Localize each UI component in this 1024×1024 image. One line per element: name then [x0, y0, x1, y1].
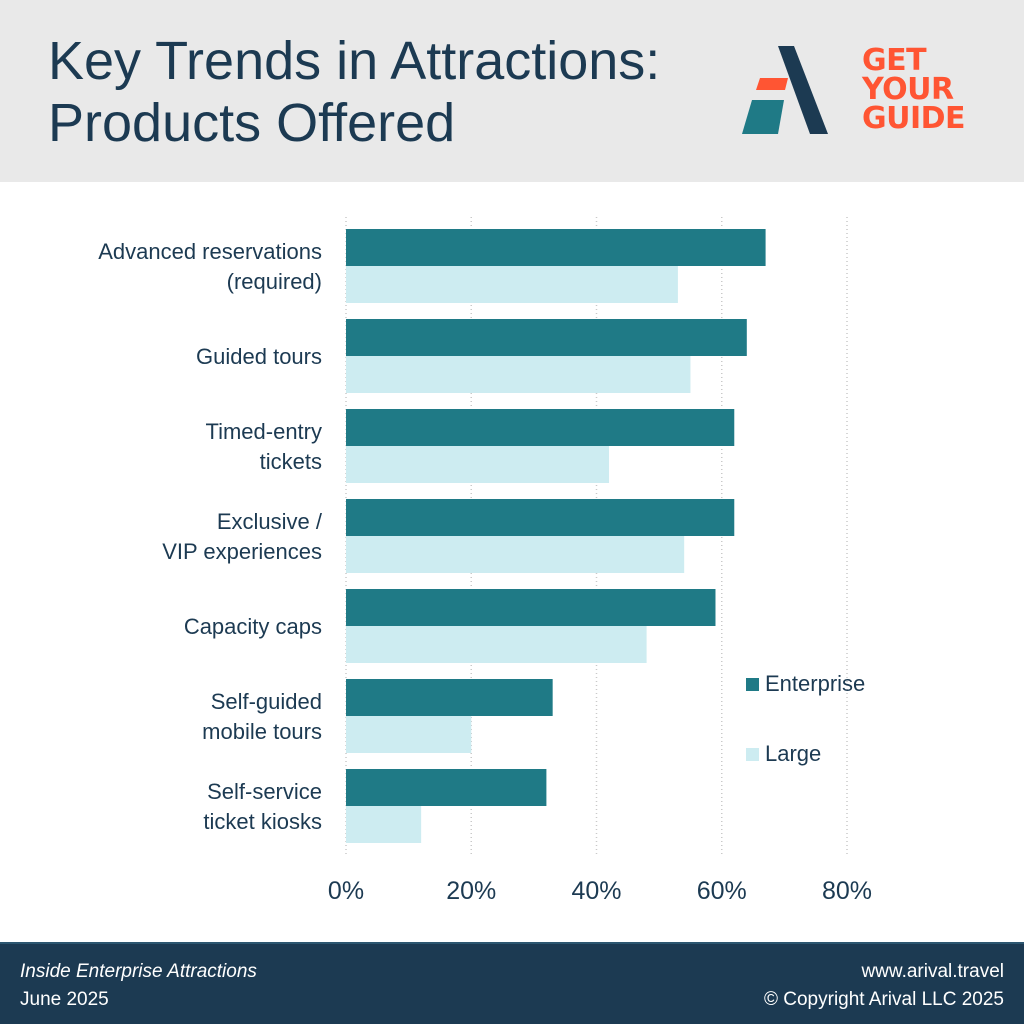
legend-label-enterprise: Enterprise: [765, 671, 865, 696]
bar-large-6: [346, 806, 422, 843]
header: Key Trends in Attractions: Products Offe…: [0, 0, 1024, 182]
category-label-2-1: tickets: [260, 449, 322, 474]
bar-enterprise-5: [346, 679, 553, 716]
website-link[interactable]: www.arival.travel: [861, 961, 1004, 982]
bar-enterprise-2: [346, 409, 735, 446]
bar-large-3: [346, 536, 685, 573]
logo-word-3: GUIDE: [862, 101, 966, 136]
x-tick-label-0: 0%: [328, 877, 364, 905]
category-label-0-0: Advanced reservations: [98, 239, 322, 264]
footer: Inside Enterprise Attractions June 2025 …: [0, 942, 1024, 1024]
legend-swatch-large: [746, 748, 759, 761]
bars-layer: [346, 229, 766, 843]
category-label-3-1: VIP experiences: [162, 539, 322, 564]
category-labels: Advanced reservations (required) Guided to…: [98, 239, 323, 834]
legend: Enterprise Large: [746, 671, 865, 766]
report-date: June 2025: [20, 989, 109, 1010]
bar-large-2: [346, 446, 610, 483]
report-name: Inside Enterprise Attractions: [20, 961, 257, 982]
bar-large-4: [346, 626, 647, 663]
category-label-1-0: Guided tours: [196, 344, 322, 369]
bar-large-1: [346, 356, 691, 393]
getyourguide-logo: GET YOUR GUIDE: [862, 43, 1002, 136]
x-tick-label-40: 40%: [571, 877, 621, 905]
category-label-6-1: ticket kiosks: [203, 809, 322, 834]
category-label-4-0: Capacity caps: [184, 614, 322, 639]
category-label-3-0: Exclusive /: [217, 509, 323, 534]
x-tick-label-80: 80%: [822, 877, 872, 905]
bar-chart: Advanced reservations (required) Guided to…: [98, 217, 872, 905]
legend-swatch-enterprise: [746, 678, 759, 691]
footer-left: Inside Enterprise Attractions June 2025: [20, 958, 257, 1014]
x-tick-labels: 0% 20% 40% 60% 80%: [328, 877, 872, 905]
bar-large-5: [346, 716, 472, 753]
bar-enterprise-1: [346, 319, 747, 356]
bar-enterprise-4: [346, 589, 716, 626]
bar-enterprise-3: [346, 499, 735, 536]
legend-label-large: Large: [765, 741, 821, 766]
arival-logo-icon: [742, 46, 828, 134]
logo-word-1: GET: [862, 43, 927, 78]
logo-word-2: YOUR: [862, 72, 954, 107]
category-label-0-1: (required): [227, 269, 322, 294]
category-label-5-1: mobile tours: [202, 719, 322, 744]
category-label-2-0: Timed-entry: [205, 419, 322, 444]
title-line-2: Products Offered: [48, 93, 456, 153]
title-line-1: Key Trends in Attractions:: [48, 31, 661, 91]
bar-enterprise-6: [346, 769, 547, 806]
copyright-text: © Copyright Arival LLC 2025: [763, 989, 1004, 1010]
category-label-6-0: Self-service: [207, 779, 322, 804]
page-title: Key Trends in Attractions: Products Offe…: [48, 30, 660, 154]
x-tick-label-20: 20%: [446, 877, 496, 905]
bar-large-0: [346, 266, 678, 303]
footer-right: www.arival.travel © Copyright Arival LLC…: [764, 958, 1004, 1014]
category-label-5-0: Self-guided: [211, 689, 322, 714]
x-tick-label-60: 60%: [697, 877, 747, 905]
bar-enterprise-0: [346, 229, 766, 266]
